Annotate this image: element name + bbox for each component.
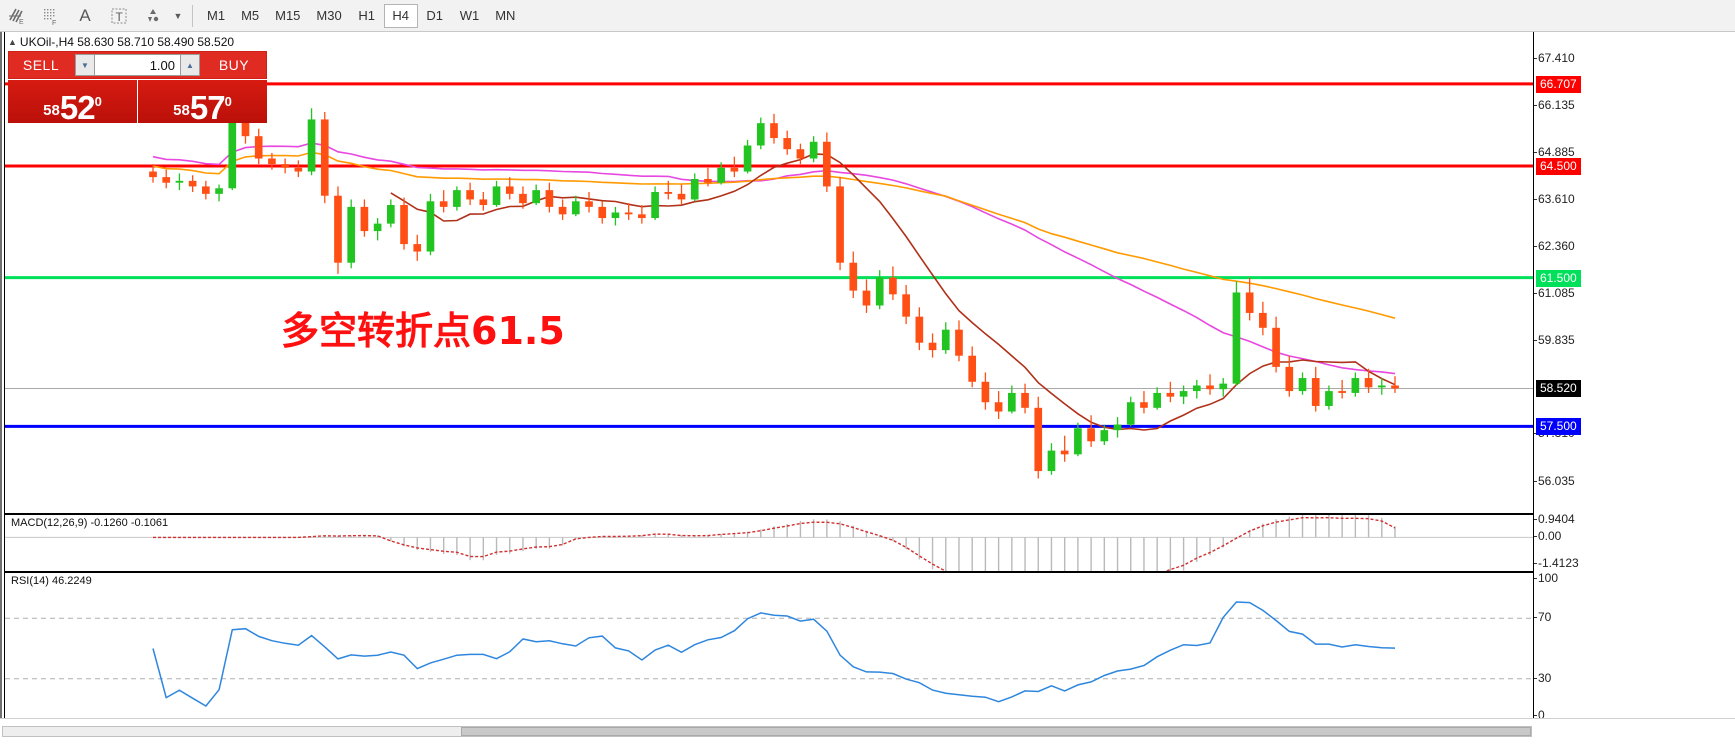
indicators-icon[interactable]: E xyxy=(0,1,34,31)
one-click-trade-panel: SELL ▼ 1.00 ▲ BUY 58 52 0 58 57 0 xyxy=(8,51,267,126)
timeframe-m5[interactable]: M5 xyxy=(241,8,260,23)
main-toolbar: E F A T ▼ M1 M5 M15 M30 H1 H4 xyxy=(0,0,1735,32)
chart-annotation-text: 多空转折点61.5 xyxy=(281,308,565,353)
volume-decrease-button[interactable]: ▼ xyxy=(75,54,95,76)
price-level-label-resistance[interactable]: 64.500 xyxy=(1536,157,1581,175)
svg-text:E: E xyxy=(19,19,24,26)
text-box-icon[interactable]: T xyxy=(102,1,136,31)
sell-price-pips: 52 xyxy=(59,88,96,126)
timeframe-h1[interactable]: H1 xyxy=(358,8,376,23)
price-axis-tick: 63.610 xyxy=(1534,192,1575,207)
symbol-ohlc-header: ▲ UKOil-,H4 58.630 58.710 58.490 58.520 xyxy=(8,35,234,49)
price-axis-tick: 67.410 xyxy=(1534,50,1575,65)
buy-price-quote[interactable]: 58 57 0 xyxy=(137,79,267,126)
text-label-icon[interactable]: A xyxy=(79,5,91,25)
sell-price-integer: 58 xyxy=(43,102,60,119)
trade-quotes-row: 58 52 0 58 57 0 xyxy=(8,79,267,126)
price-chart-svg xyxy=(5,82,1533,479)
buy-price-integer: 58 xyxy=(173,102,190,119)
volume-increase-button[interactable]: ▲ xyxy=(180,54,200,76)
price-level-label-resistance[interactable]: 66.707 xyxy=(1536,75,1581,93)
price-axis-tick: 64.885 xyxy=(1534,144,1575,159)
macd-label: MACD(12,26,9) -0.1260 -0.1061 xyxy=(11,517,169,529)
timeframe-d1[interactable]: D1 xyxy=(426,8,444,23)
buy-price-fraction: 0 xyxy=(224,94,232,109)
timeframe-m30[interactable]: M30 xyxy=(316,8,342,23)
price-axis-tick: 62.360 xyxy=(1534,238,1575,253)
volume-stepper: ▼ 1.00 ▲ xyxy=(73,52,202,78)
rsi-axis-tick: 30 xyxy=(1533,670,1552,685)
buy-button[interactable]: BUY xyxy=(218,57,250,73)
timeframe-h4[interactable]: H4 xyxy=(383,3,418,28)
macd-pane[interactable]: MACD(12,26,9) -0.1260 -0.1061 xyxy=(4,514,1534,572)
sell-price-quote[interactable]: 58 52 0 xyxy=(8,79,137,126)
timeframe-mn[interactable]: MN xyxy=(495,8,516,23)
toolbar-separator xyxy=(192,4,193,27)
toolbar-dropdown-caret[interactable]: ▼ xyxy=(173,10,183,21)
price-chart-pane[interactable]: 多空转折点61.5 xyxy=(4,32,1534,514)
rsi-axis[interactable]: 100 70 30 0 xyxy=(1533,571,1735,725)
chart-frame: ▲ UKOil-,H4 58.630 58.710 58.490 58.520 多… xyxy=(0,32,1735,750)
collapse-triangle-icon[interactable]: ▲ xyxy=(8,37,17,47)
timeframe-m15[interactable]: M15 xyxy=(275,8,301,23)
chart-horizontal-scrollbar[interactable] xyxy=(2,726,1532,737)
rsi-pane[interactable]: RSI(14) 46.2249 xyxy=(4,572,1534,725)
price-level-label-support[interactable]: 57.500 xyxy=(1536,418,1581,436)
price-level-label-last-price[interactable]: 58.520 xyxy=(1536,380,1581,398)
macd-svg xyxy=(5,515,1533,571)
timeframe-group: M1 M5 M15 M30 H1 H4 D1 W1 MN xyxy=(199,3,523,28)
trade-controls-row: SELL ▼ 1.00 ▲ BUY xyxy=(8,51,267,79)
macd-axis[interactable]: 0.9404 0.00 -1.4123 xyxy=(1533,512,1735,572)
price-axis-tick: 66.135 xyxy=(1534,98,1575,113)
buy-price-pips: 57 xyxy=(189,88,226,126)
rsi-label: RSI(14) 46.2249 xyxy=(11,575,92,587)
macd-axis-tick: 0.00 xyxy=(1533,529,1562,544)
price-axis[interactable]: 67.410 66.135 64.885 63.610 62.360 61.085 59.8… xyxy=(1534,32,1735,514)
timeframe-w1[interactable]: W1 xyxy=(459,8,480,23)
rsi-axis-tick: 0 xyxy=(1534,708,1545,722)
crosshair-grid-icon[interactable]: F xyxy=(34,1,68,31)
rsi-svg xyxy=(5,601,1533,707)
rsi-axis-tick: 100 xyxy=(1533,571,1559,585)
rsi-axis-tick: 70 xyxy=(1533,610,1552,625)
symbol-ohlc-text: UKOil-,H4 58.630 58.710 58.490 58.520 xyxy=(19,35,235,49)
timeframe-m1[interactable]: M1 xyxy=(207,8,226,23)
price-axis-tick: 59.835 xyxy=(1534,332,1575,347)
bottom-bar xyxy=(0,718,1735,750)
sell-button[interactable]: SELL xyxy=(22,57,60,73)
price-axis-tick: 61.085 xyxy=(1534,286,1575,301)
svg-text:T: T xyxy=(116,10,124,24)
price-level-label-pivot[interactable]: 61.500 xyxy=(1536,269,1581,287)
price-axis-tick: 56.035 xyxy=(1534,473,1575,488)
scrollbar-thumb[interactable] xyxy=(461,727,1531,736)
macd-axis-tick: -1.4123 xyxy=(1534,556,1579,570)
volume-input[interactable]: 1.00 xyxy=(95,54,180,76)
arrows-icon[interactable] xyxy=(136,1,170,31)
svg-text:F: F xyxy=(52,20,56,26)
macd-axis-tick: 0.9404 xyxy=(1534,512,1575,526)
sell-price-fraction: 0 xyxy=(94,94,102,109)
